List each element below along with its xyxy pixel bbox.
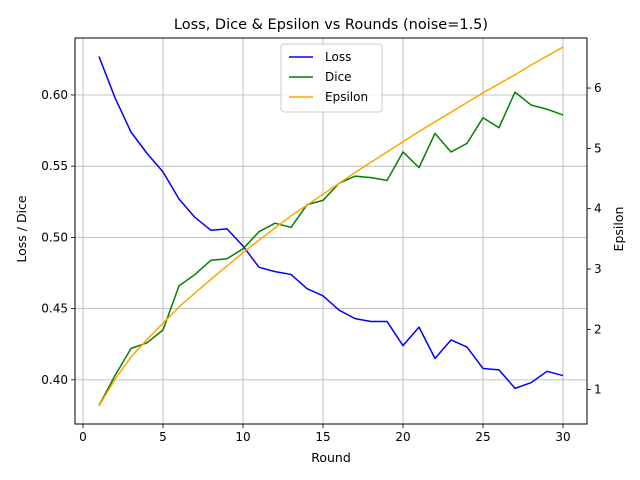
y-left-tick-label: 0.40 [41,373,68,387]
y-right-tick-label: 4 [594,202,602,216]
x-tick-label: 20 [395,430,410,444]
y-left-tick-label: 0.55 [41,159,68,173]
series-line-dice [98,91,564,406]
y-right-tick-label: 2 [594,322,602,336]
legend-label-loss: Loss [325,50,351,64]
x-axis-label: Round [311,450,351,465]
y-left-axis-ticks: 0.40 0.45 0.50 0.55 0.60 [41,88,75,387]
series-lines [98,46,564,407]
y-right-axis-ticks: 1 2 3 4 5 6 [587,81,602,397]
legend: Loss Dice Epsilon [280,43,383,113]
legend-label-epsilon: Epsilon [325,90,368,104]
y-right-axis-label: Epsilon [611,207,626,252]
y-right-tick-label: 5 [594,141,602,155]
x-tick-label: 30 [555,430,570,444]
legend-box [280,43,383,113]
series-line-epsilon [98,46,564,407]
series-line-loss [98,56,564,390]
y-right-tick-label: 1 [594,383,602,397]
legend-label-dice: Dice [325,70,352,84]
x-tick-label: 5 [159,430,167,444]
y-left-tick-label: 0.45 [41,302,68,316]
plot-frame [74,37,588,425]
x-tick-label: 0 [79,430,87,444]
x-tick-label: 15 [315,430,330,444]
x-tick-label: 25 [475,430,490,444]
x-tick-label: 10 [235,430,250,444]
chart-title: Loss, Dice & Epsilon vs Rounds (noise=1.… [174,17,488,33]
grid [75,38,587,424]
y-right-tick-label: 6 [594,81,602,95]
y-left-axis-label: Loss / Dice [14,195,29,263]
y-left-tick-label: 0.60 [41,88,68,102]
y-left-tick-label: 0.50 [41,230,68,244]
y-right-tick-label: 3 [594,262,602,276]
x-axis-ticks: 0 5 10 15 20 25 30 [79,424,571,444]
